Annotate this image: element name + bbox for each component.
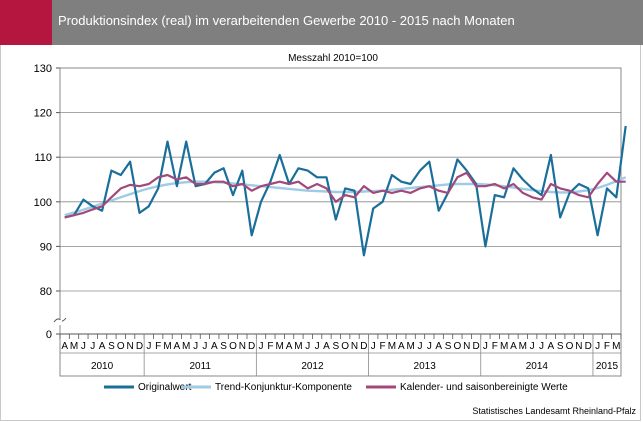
x-tick-label: D (585, 341, 592, 352)
year-label: 2012 (301, 361, 324, 372)
x-tick-label: F (492, 341, 498, 352)
year-label: 2013 (414, 361, 437, 372)
x-tick-label: S (557, 341, 564, 352)
legend-label: Originalwert (138, 382, 192, 393)
x-tick-label: O (229, 341, 237, 352)
x-tick-label: S (220, 341, 227, 352)
x-tick-label: N (463, 341, 470, 352)
x-tick-label: J (315, 341, 320, 352)
x-tick-label: N (239, 341, 246, 352)
x-tick-label: F (267, 341, 273, 352)
legend-label: Kalender- und saisonbereinigte Werte (400, 382, 568, 393)
x-tick-label: M (163, 341, 171, 352)
x-tick-label: D (136, 341, 143, 352)
x-tick-label: F (604, 341, 610, 352)
x-tick-label: J (202, 341, 207, 352)
y-tick-label: 100 (34, 197, 52, 209)
x-tick-label: A (174, 341, 181, 352)
x-tick-label: M (70, 341, 78, 352)
year-label: 2010 (91, 361, 114, 372)
x-tick-label: N (351, 341, 358, 352)
x-tick-label: J (427, 341, 432, 352)
x-tick-label: M (500, 341, 508, 352)
x-tick-label: S (108, 341, 115, 352)
series-lines (64, 125, 627, 257)
x-tick-label: M (519, 341, 527, 352)
x-tick-label: O (453, 341, 461, 352)
x-tick-label: O (341, 341, 349, 352)
x-tick-label: N (127, 341, 134, 352)
x-tick-label: J (146, 341, 151, 352)
y-tick-label: 80 (40, 286, 52, 298)
y-tick-label: 130 (34, 63, 52, 75)
x-tick-label: A (286, 341, 293, 352)
x-tick-label: M (294, 341, 302, 352)
year-label: 2011 (189, 361, 211, 372)
x-tick-label: M (182, 341, 190, 352)
x-tick-label: O (566, 341, 574, 352)
series-line-adjusted (64, 171, 626, 219)
x-tick-label: A (211, 341, 218, 352)
grid-lines (60, 112, 621, 335)
x-tick-label: F (155, 341, 161, 352)
x-tick-label: J (530, 341, 535, 352)
y-axis: 0 80 90 100 110 120 130 (34, 63, 67, 341)
x-tick-label: N (575, 341, 582, 352)
legend-label: Trend-Konjunktur-Komponente (215, 382, 352, 393)
plot-area (59, 67, 622, 377)
source-note: Statistisches Landesamt Rheinland-Pfalz (472, 406, 636, 416)
y-tick-label: 0 (46, 329, 52, 341)
x-tick-label: M (276, 341, 284, 352)
x-tick-label: A (99, 341, 106, 352)
y-tick-label: 120 (34, 108, 52, 120)
x-tick-label: A (548, 341, 555, 352)
x-tick-label: M (388, 341, 396, 352)
title-bar: Produktionsindex (real) im verarbeitende… (0, 0, 643, 45)
x-tick-label: A (398, 341, 405, 352)
x-tick-label: J (539, 341, 544, 352)
x-tick-label: F (380, 341, 386, 352)
y-tick-label: 110 (34, 152, 52, 164)
x-tick-label: A (323, 341, 330, 352)
x-tick-label: J (417, 341, 422, 352)
chart-subtitle: Messzahl 2010=100 (288, 53, 378, 64)
x-tick-label: D (360, 341, 367, 352)
brand-accent-block (0, 0, 52, 45)
axis-break-gap (58, 320, 62, 325)
x-tick-label: J (305, 341, 310, 352)
y-tick-label: 90 (40, 241, 52, 253)
x-tick-label: J (595, 341, 600, 352)
x-tick-label: A (435, 341, 442, 352)
x-tick-label: S (445, 341, 452, 352)
x-tick-label: J (90, 341, 95, 352)
x-tick-label: S (332, 341, 339, 352)
x-tick-label: A (61, 341, 68, 352)
x-tick-label: M (612, 341, 620, 352)
x-tick-label: J (193, 341, 198, 352)
x-tick-label: M (406, 341, 414, 352)
year-label: 2015 (596, 361, 619, 372)
chart-frame (0, 45, 641, 421)
x-tick-label: D (248, 341, 255, 352)
legend: Originalwert Trend-Konjunktur-Komponente K… (104, 382, 568, 393)
x-tick-label: A (510, 341, 517, 352)
chart-title: Produktionsindex (real) im verarbeitende… (58, 13, 515, 28)
x-tick-label: J (81, 341, 86, 352)
x-tick-label: J (371, 341, 376, 352)
x-tick-label: J (259, 341, 264, 352)
x-tick-label: J (483, 341, 488, 352)
year-label: 2014 (526, 361, 549, 372)
x-tick-label: O (117, 341, 125, 352)
series-line-original (64, 125, 627, 257)
x-tick-label: D (472, 341, 479, 352)
